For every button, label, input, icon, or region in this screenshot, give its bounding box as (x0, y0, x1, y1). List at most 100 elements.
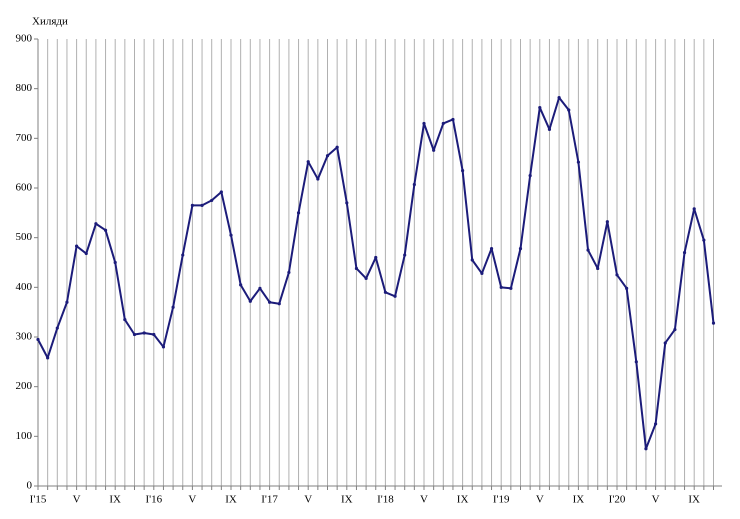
y-tick-label: 800 (16, 82, 33, 94)
data-point (692, 207, 696, 211)
data-point (432, 148, 436, 152)
data-point (190, 203, 194, 207)
data-point (374, 255, 378, 260)
data-point (470, 258, 474, 262)
data-point (325, 154, 330, 158)
y-tick-label: 500 (16, 231, 33, 243)
data-point (518, 246, 523, 251)
data-point (441, 121, 445, 126)
data-point (277, 302, 281, 306)
data-point (654, 422, 658, 426)
x-tick-label: V (188, 494, 196, 506)
data-point (489, 246, 494, 251)
x-tick-label: IX (573, 494, 585, 506)
x-tick-label: V (652, 494, 660, 506)
data-point (451, 117, 455, 122)
x-tick-label: I'15 (30, 494, 47, 506)
data-point (171, 305, 175, 309)
data-point (673, 327, 677, 332)
data-point (702, 238, 706, 242)
y-tick-label: 600 (16, 182, 33, 194)
data-point (75, 244, 79, 248)
data-point (287, 270, 291, 275)
x-tick-label: I'20 (609, 494, 626, 506)
x-tick-label: V (304, 494, 312, 506)
data-point (113, 260, 117, 265)
data-point (422, 121, 426, 126)
data-point (258, 286, 262, 290)
data-point (268, 300, 272, 304)
x-tick-label: I'19 (493, 494, 510, 506)
data-point (200, 203, 204, 207)
data-point (567, 108, 571, 112)
x-tick-label: IX (109, 494, 121, 506)
data-point (46, 356, 50, 360)
data-point (625, 286, 629, 290)
data-point (248, 299, 252, 303)
data-point (682, 250, 687, 255)
data-point (142, 331, 146, 335)
x-tick-label: I'17 (261, 494, 278, 506)
y-tick-label: 400 (16, 281, 33, 293)
data-point (528, 173, 532, 178)
data-point (557, 96, 561, 100)
data-point (547, 127, 552, 131)
data-point (123, 318, 127, 322)
data-point (634, 360, 638, 364)
x-tick-label: IX (688, 494, 700, 506)
data-point (210, 198, 214, 203)
x-tick-label: IX (341, 494, 353, 506)
data-point (538, 105, 542, 110)
data-point (103, 228, 108, 232)
data-point (644, 447, 648, 451)
x-tick-label: IX (225, 494, 237, 506)
x-tick-label: I'16 (145, 494, 162, 506)
y-tick-label: 0 (27, 480, 33, 492)
data-point (403, 253, 407, 257)
data-point (132, 332, 137, 337)
data-point (499, 285, 503, 289)
data-point (364, 276, 368, 280)
data-point (586, 248, 590, 252)
data-point (615, 273, 619, 277)
x-tick-label: V (536, 494, 544, 506)
y-tick-label: 700 (16, 132, 33, 144)
data-point (383, 290, 387, 294)
data-point (55, 326, 59, 330)
data-point (335, 145, 339, 149)
data-point (461, 169, 465, 173)
data-point (219, 190, 223, 194)
y-tick-label: 300 (16, 331, 33, 343)
x-tick-label: V (420, 494, 428, 506)
data-point (181, 253, 185, 257)
x-tick-label: V (73, 494, 81, 506)
data-point (596, 266, 600, 271)
data-point (480, 271, 484, 276)
y-tick-label: 100 (16, 430, 33, 442)
data-point (65, 300, 69, 304)
data-point (711, 321, 716, 325)
y-tick-label: 200 (16, 380, 33, 392)
data-point (393, 294, 397, 298)
data-point (354, 266, 359, 271)
data-point (316, 177, 320, 181)
y-tick-label: 900 (16, 33, 33, 45)
x-tick-label: I'18 (377, 494, 394, 506)
x-tick-label: IX (457, 494, 469, 506)
data-point (509, 286, 513, 290)
data-point (152, 332, 156, 337)
data-point (229, 233, 233, 237)
data-point (84, 251, 88, 256)
y-axis-title: Хиляди (32, 16, 68, 28)
data-point (161, 345, 166, 349)
data-point (576, 160, 581, 164)
data-point (663, 341, 667, 345)
data-point (345, 201, 349, 205)
data-point (605, 220, 609, 224)
data-point (239, 283, 243, 287)
data-point (306, 160, 310, 164)
data-point (36, 337, 40, 342)
data-point (296, 211, 301, 215)
